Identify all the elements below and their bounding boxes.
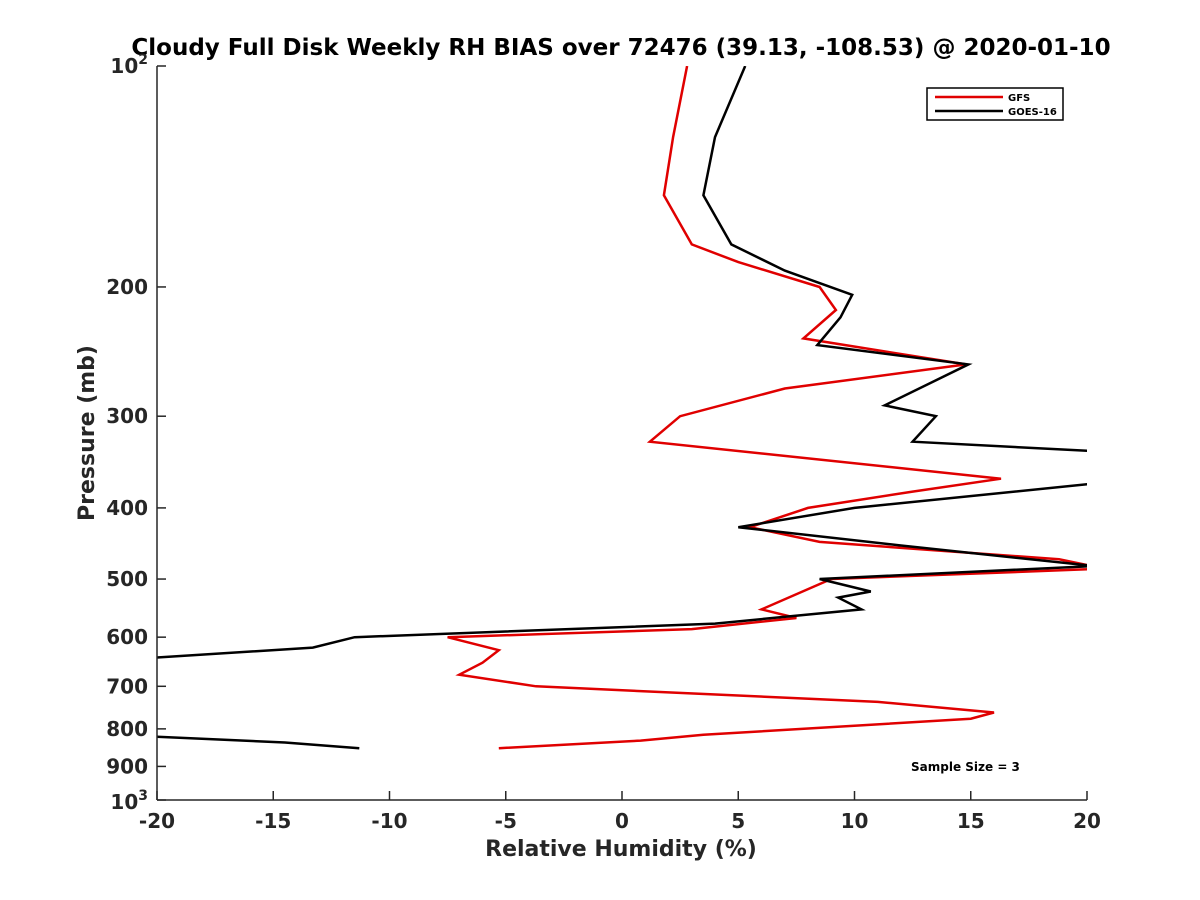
legend: GFS GOES-16 <box>926 87 1064 121</box>
x-tick-label: 5 <box>731 809 745 833</box>
y-tick-label: 800 <box>106 717 148 741</box>
x-tick-label: 20 <box>1073 809 1101 833</box>
x-tick-label: -10 <box>371 809 407 833</box>
y-tick-label: 700 <box>106 674 148 698</box>
legend-label-goes16: GOES-16 <box>1008 107 1057 118</box>
legend-box <box>926 87 1064 121</box>
y-tick-label: 102 <box>110 52 148 78</box>
series-line-gfs-seg-0 <box>447 66 1087 750</box>
series-line-goes-16-seg-1 <box>157 483 1087 659</box>
y-tick-label: 900 <box>106 754 148 778</box>
y-axis-label: Pressure (mb) <box>75 345 100 521</box>
y-tick-label: 600 <box>106 625 148 649</box>
x-tick-label: -15 <box>255 809 291 833</box>
y-tick-label: 500 <box>106 567 148 591</box>
sample-size-annotation: Sample Size = 3 <box>911 760 1020 774</box>
x-tick-label: 15 <box>957 809 985 833</box>
y-tick-label: 300 <box>106 404 148 428</box>
x-tick-label: 10 <box>841 809 869 833</box>
x-tick-label: -20 <box>139 809 175 833</box>
y-tick-label: 103 <box>110 788 148 814</box>
legend-label-gfs: GFS <box>1008 93 1030 104</box>
y-tick-label: 400 <box>106 496 148 520</box>
x-tick-label: -5 <box>495 809 517 833</box>
series-line-goes-16-seg-0 <box>702 66 1087 453</box>
y-tick-label: 200 <box>106 275 148 299</box>
chart-title: Cloudy Full Disk Weekly RH BIAS over 724… <box>131 35 1110 61</box>
x-tick-label: 0 <box>615 809 629 833</box>
series-line-goes-16-seg-2 <box>157 735 360 750</box>
x-axis-label: Relative Humidity (%) <box>485 837 757 862</box>
